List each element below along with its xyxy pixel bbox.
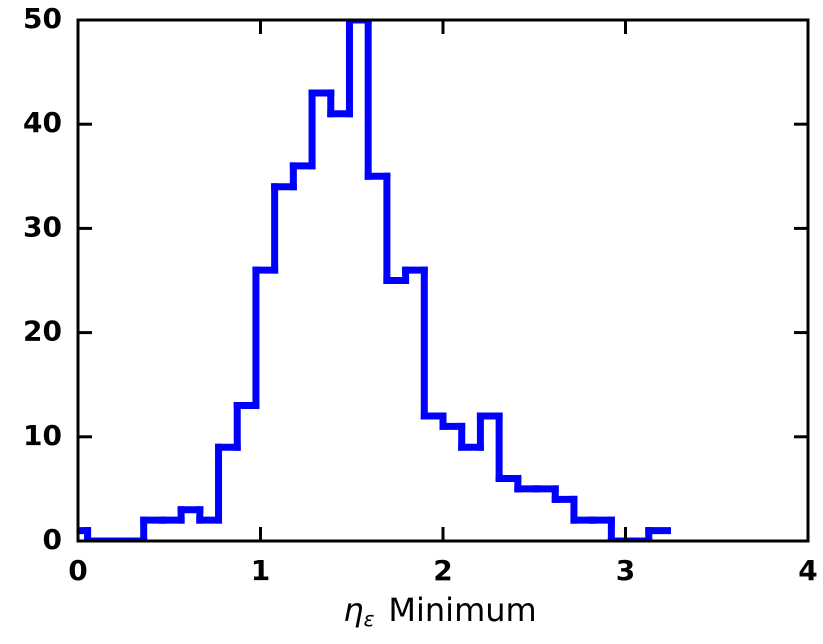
x-tick-label: 1 — [251, 554, 270, 587]
y-tick-label: 50 — [23, 2, 62, 35]
y-tick-label: 40 — [23, 106, 62, 139]
y-tick-label: 0 — [43, 523, 62, 556]
x-tick-label: 0 — [68, 554, 87, 587]
x-label-symbol: η — [343, 591, 363, 629]
x-axis-label: ηε Minimum — [343, 591, 536, 631]
y-tick-label: 20 — [23, 315, 62, 348]
y-tick-label: 30 — [23, 210, 62, 243]
y-tick-label: 10 — [23, 419, 62, 452]
x-tick-label: 4 — [798, 554, 817, 587]
plot-frame — [76, 18, 810, 543]
x-tick-label: 3 — [616, 554, 635, 587]
x-tick-label: 2 — [433, 554, 452, 587]
histogram — [78, 20, 671, 541]
x-label-text: Minimum — [388, 591, 536, 629]
x-label-subscript: ε — [364, 607, 375, 631]
